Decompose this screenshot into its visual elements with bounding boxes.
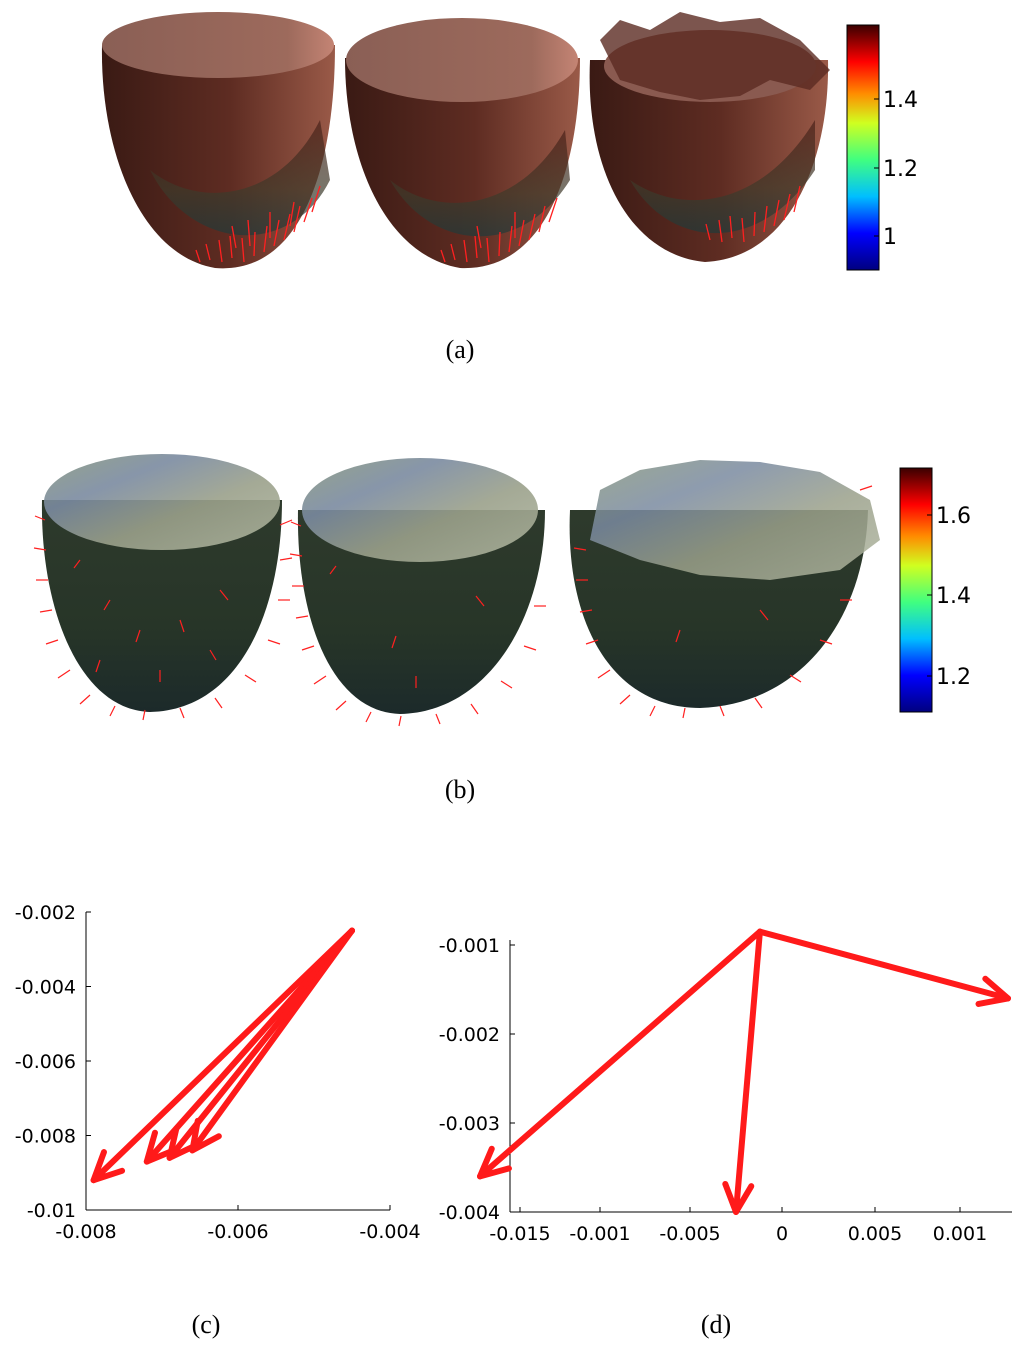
chart-d-x-tick-label: -0.005 [659,1223,720,1245]
vector-arrow-d [733,928,763,1215]
heart-shape-a1 [101,12,336,269]
chart-d-y-tick-label: -0.001 [439,935,500,957]
arrowhead-d [722,1180,755,1215]
vector-arrow-c [90,927,355,1184]
colorbar-a: 1.4 1.2 1 [846,24,918,271]
caption-c: (c) [191,1310,221,1339]
panel-a: 1.4 1.2 1 (a) [0,0,1020,380]
chart-c-x-tick-label: -0.004 [359,1221,420,1243]
chart-d-x-tick-label: -0.015 [489,1223,550,1245]
heart-shape-b2 [297,458,545,714]
colorbar-b-tick-1: 1.6 [936,504,971,529]
panel-d: -0.001 -0.002 -0.003 -0.004 -0.015 -0.001 -0.0… [420,880,1020,1339]
chart-d-y-tick-label: -0.002 [439,1024,500,1046]
colorbar-b-tick-2: 1.4 [936,584,971,609]
chart-d: -0.001 -0.002 -0.003 -0.004-0.015 -0.001 -0.0… [439,928,1012,1245]
chart-c-y-tick-label: -0.006 [15,1051,76,1073]
chart-c-y-tick-label: -0.01 [27,1200,76,1222]
chart-c: -0.002-0.004-0.006-0.008-0.01-0.008 -0.00… [15,902,421,1243]
caption-b: (b) [444,775,476,804]
heart-shape-a3 [589,12,830,262]
colorbar-a-tick-1: 1.4 [883,88,918,113]
panel-b: 1.6 1.4 1.2 (b) [0,440,1020,820]
panel-b-render: 1.6 1.4 1.2 [33,454,971,727]
chart-d-x-tick-label: 0.005 [848,1223,902,1245]
chart-d-y-tick-label: -0.003 [439,1113,500,1135]
vector-arrow-c [189,927,355,1154]
arrow-field-a [195,185,801,263]
vector-arrow-d [756,928,1011,1002]
chart-c-y-tick-label: -0.002 [15,902,76,924]
panel-c: -0.002 -0.004 -0.006 -0.008 -0.01 -0.008 -0.00… [0,880,421,1339]
arrow-field-b [33,485,873,727]
caption-a: (a) [445,335,475,364]
chart-c-y-tick-label: -0.004 [15,977,76,999]
colorbar-b-tick-3: 1.2 [936,665,971,690]
panel-a-render: 1.4 1.2 1 [101,12,918,271]
caption-d: (d) [700,1310,732,1339]
chart-d-y-tick-label: -0.004 [439,1202,500,1224]
chart-c-y-tick-label: -0.008 [15,1126,76,1148]
arrowhead-d [477,1145,512,1180]
chart-c-x-tick-label: -0.006 [207,1221,268,1243]
colorbar-a-tick-2: 1.2 [883,157,918,182]
heart-shape-b1 [41,454,283,712]
chart-c-x-tick-label: -0.008 [55,1221,116,1243]
colorbar-b: 1.6 1.4 1.2 [899,467,971,713]
vector-arrow-d [477,928,763,1180]
heart-shape-a2 [345,18,580,269]
arrowhead-c [143,1129,178,1165]
arrowhead-d [975,975,1011,1007]
chart-d-x-tick-label: 0 [776,1223,788,1245]
arrowhead-c [166,1125,200,1161]
arrowhead-c [90,1149,126,1184]
colorbar-a-tick-3: 1 [883,225,897,250]
chart-d-x-tick-label: 0.001 [933,1223,987,1245]
arrowhead-c [189,1117,222,1154]
heart-shape-b3 [569,460,880,708]
chart-d-x-tick-label: -0.001 [569,1223,630,1245]
